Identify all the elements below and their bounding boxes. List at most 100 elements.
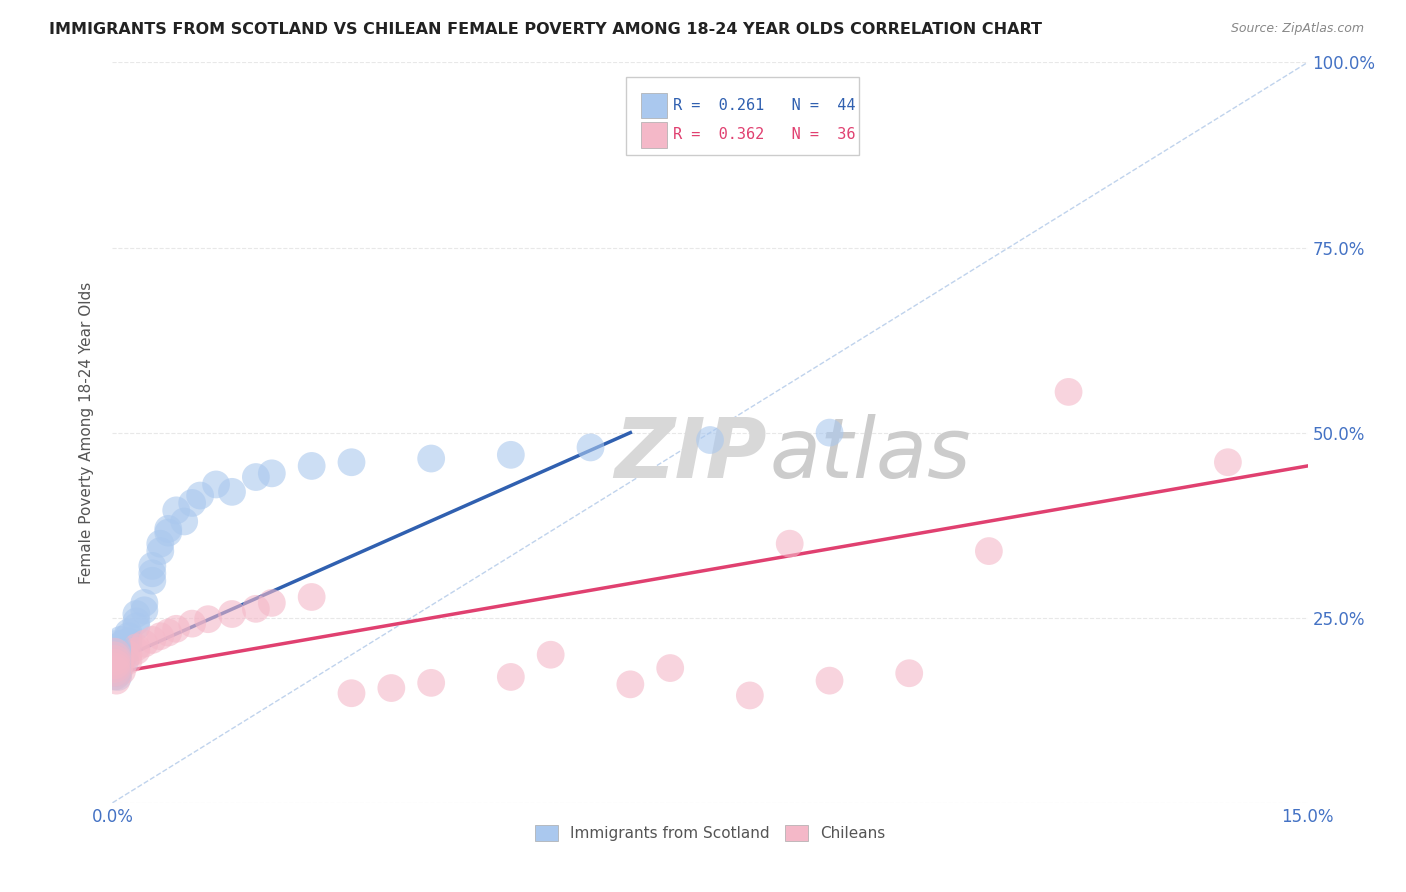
Point xyxy=(141,558,163,573)
Point xyxy=(619,677,641,691)
Point xyxy=(103,640,125,655)
Bar xyxy=(641,93,666,118)
Point xyxy=(977,544,1000,558)
Point xyxy=(104,666,127,681)
Point xyxy=(149,536,172,550)
Point xyxy=(818,673,841,688)
Point xyxy=(221,484,243,499)
Point xyxy=(111,664,134,678)
Point xyxy=(499,448,522,462)
Point xyxy=(125,640,148,655)
Point xyxy=(125,615,148,629)
Point xyxy=(117,629,139,643)
Point xyxy=(181,616,204,631)
Point xyxy=(188,489,211,503)
Point xyxy=(134,596,156,610)
Point xyxy=(105,655,128,669)
Point xyxy=(157,525,180,540)
Point xyxy=(103,666,125,681)
Text: ZIP: ZIP xyxy=(614,414,768,495)
Text: IMMIGRANTS FROM SCOTLAND VS CHILEAN FEMALE POVERTY AMONG 18-24 YEAR OLDS CORRELA: IMMIGRANTS FROM SCOTLAND VS CHILEAN FEMA… xyxy=(49,22,1042,37)
Point xyxy=(157,522,180,536)
Point xyxy=(499,670,522,684)
Point xyxy=(103,651,125,665)
Point xyxy=(108,664,131,678)
Point xyxy=(103,648,125,662)
Point xyxy=(134,637,156,651)
Point xyxy=(340,686,363,700)
Point xyxy=(245,602,267,616)
Point xyxy=(898,666,921,681)
Point xyxy=(103,666,125,681)
Point xyxy=(221,607,243,621)
Point xyxy=(114,654,136,668)
Y-axis label: Female Poverty Among 18-24 Year Olds: Female Poverty Among 18-24 Year Olds xyxy=(79,282,94,583)
Point xyxy=(104,661,127,675)
Point xyxy=(117,634,139,648)
Point xyxy=(103,644,125,658)
Point xyxy=(134,603,156,617)
Point xyxy=(173,515,195,529)
Point xyxy=(104,658,127,673)
Text: R =  0.362   N =  36: R = 0.362 N = 36 xyxy=(673,128,855,143)
FancyBboxPatch shape xyxy=(627,78,859,155)
Point xyxy=(141,566,163,581)
Text: R =  0.261   N =  44: R = 0.261 N = 44 xyxy=(673,98,855,113)
Point xyxy=(125,607,148,621)
Point xyxy=(205,477,228,491)
Point xyxy=(1057,384,1080,399)
Point xyxy=(105,673,128,688)
Point xyxy=(114,648,135,662)
Point xyxy=(738,689,761,703)
Point xyxy=(117,625,139,640)
Point xyxy=(103,663,125,677)
Point xyxy=(105,661,128,675)
Point xyxy=(141,632,163,647)
Point xyxy=(103,651,125,665)
Point xyxy=(260,467,283,481)
Point xyxy=(420,676,443,690)
Point xyxy=(125,644,148,658)
Point xyxy=(245,470,267,484)
Point xyxy=(117,639,139,653)
Point xyxy=(149,544,172,558)
Point xyxy=(111,651,134,665)
Point xyxy=(117,648,139,662)
Point xyxy=(103,658,125,673)
Point xyxy=(260,596,283,610)
Point xyxy=(659,661,682,675)
Point xyxy=(117,654,139,668)
Point xyxy=(141,574,163,588)
Point xyxy=(110,632,132,647)
Legend: Immigrants from Scotland, Chileans: Immigrants from Scotland, Chileans xyxy=(529,819,891,847)
Point xyxy=(181,496,204,510)
Point xyxy=(110,644,132,658)
Point xyxy=(157,625,180,640)
Point xyxy=(301,458,323,473)
Point xyxy=(779,536,801,550)
Point xyxy=(112,640,135,655)
Text: Source: ZipAtlas.com: Source: ZipAtlas.com xyxy=(1230,22,1364,36)
Point xyxy=(107,670,129,684)
Point xyxy=(103,663,125,677)
Point xyxy=(103,658,125,673)
Point xyxy=(301,590,323,604)
Text: atlas: atlas xyxy=(770,414,972,495)
Point xyxy=(103,655,125,669)
Point xyxy=(380,681,402,695)
Point xyxy=(125,619,148,633)
Point xyxy=(149,629,172,643)
Bar xyxy=(641,122,666,147)
Point xyxy=(165,622,187,636)
Point xyxy=(420,451,443,466)
Point xyxy=(340,455,363,469)
Point xyxy=(818,425,841,440)
Point xyxy=(111,637,134,651)
Point xyxy=(579,441,602,455)
Point xyxy=(699,433,721,447)
Point xyxy=(197,612,219,626)
Point xyxy=(165,503,187,517)
Point xyxy=(110,657,132,671)
Point xyxy=(103,648,125,662)
Point xyxy=(107,666,129,681)
